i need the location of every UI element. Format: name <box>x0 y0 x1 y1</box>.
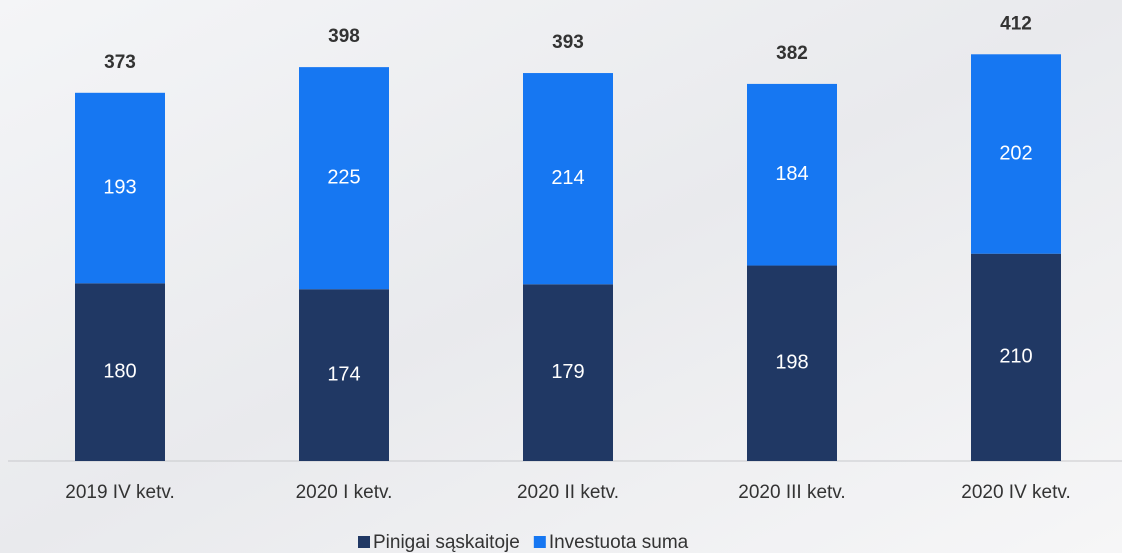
value-label: 180 <box>103 360 136 382</box>
value-label: 198 <box>775 352 808 374</box>
bar-segment <box>299 67 389 290</box>
value-label: 210 <box>999 346 1032 368</box>
legend-label: Investuota suma <box>549 532 689 553</box>
bar-segment <box>75 283 165 461</box>
legend-label: Pinigai sąskaitoje <box>373 532 520 553</box>
bar-segment <box>299 289 389 461</box>
total-label: 373 <box>104 52 136 73</box>
total-label: 412 <box>1000 13 1032 34</box>
total-label: 393 <box>552 32 584 53</box>
value-label: 193 <box>103 176 136 198</box>
x-tick-label: 2020 III ketv. <box>738 482 845 503</box>
value-label: 214 <box>551 167 584 189</box>
bar-segment <box>971 253 1061 461</box>
x-tick-label: 2020 I ketv. <box>296 482 393 503</box>
legend-swatch <box>533 536 546 548</box>
value-label: 225 <box>327 166 360 188</box>
x-tick-label: 2020 II ketv. <box>517 482 619 503</box>
legend-swatch <box>358 536 370 548</box>
value-label: 202 <box>999 142 1032 164</box>
bar-segment <box>971 54 1061 254</box>
bar-segment <box>747 265 837 461</box>
total-label: 382 <box>776 43 808 64</box>
bar-segment <box>523 284 613 461</box>
bar-segment <box>523 73 613 285</box>
value-label: 179 <box>551 361 584 383</box>
value-label: 184 <box>775 163 808 185</box>
bar-segment <box>747 83 837 266</box>
x-tick-label: 2020 IV ketv. <box>961 482 1071 503</box>
bar-segment <box>75 92 165 284</box>
value-label: 174 <box>327 363 360 385</box>
total-label: 398 <box>328 26 360 47</box>
x-tick-label: 2019 IV ketv. <box>65 482 175 503</box>
